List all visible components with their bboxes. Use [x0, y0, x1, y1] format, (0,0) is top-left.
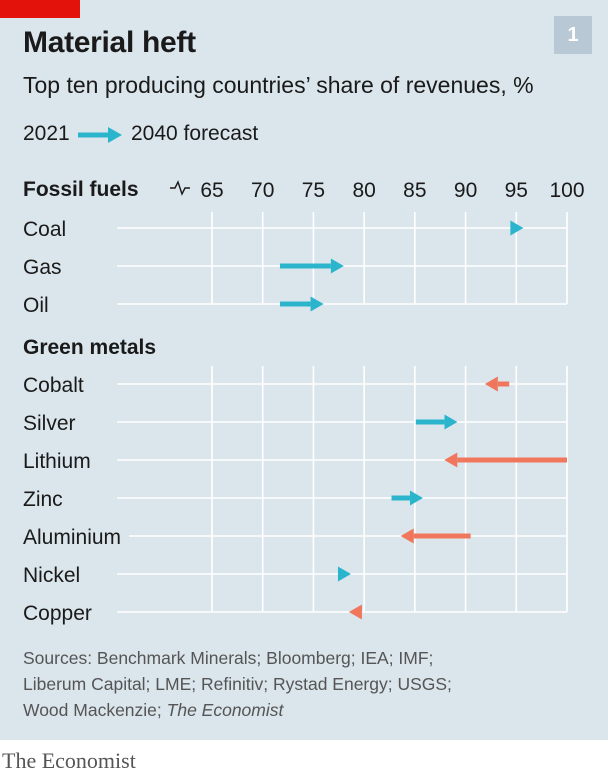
- chart-panel: [0, 0, 608, 740]
- row-label: Silver: [23, 412, 76, 435]
- arrow-head: [337, 566, 351, 582]
- arrow-head: [510, 220, 524, 236]
- arrow-head: [348, 604, 362, 620]
- axis-break-icon: [170, 180, 190, 196]
- arrow-head: [484, 376, 498, 392]
- chart-number-badge: 1: [554, 16, 592, 54]
- group-heading: Fossil fuels: [23, 178, 139, 201]
- x-tick-label: 75: [302, 179, 325, 202]
- chart-title: Material heft: [23, 26, 196, 59]
- legend-start-label: 2021: [23, 122, 70, 145]
- row-label: Nickel: [23, 564, 80, 587]
- row-label: Gas: [23, 256, 62, 279]
- chart-subtitle: Top ten producing countries’ share of re…: [23, 72, 534, 98]
- row-label: Lithium: [23, 450, 91, 473]
- x-tick-label: 95: [505, 179, 528, 202]
- sources-line-3-text: Wood Mackenzie;: [23, 700, 167, 720]
- sources-note: Sources: Benchmark Minerals; Bloomberg; …: [23, 645, 583, 723]
- row-label: Oil: [23, 294, 49, 317]
- arrow-head: [409, 490, 423, 506]
- x-tick-label: 70: [251, 179, 274, 202]
- group-heading: Green metals: [23, 336, 156, 359]
- arrow-chart: 65 70 75 80 85 90 95 100 Fossil fuels Coal Gas Oil G…: [23, 178, 585, 625]
- row-label: Copper: [23, 602, 92, 625]
- x-tick-label: 90: [454, 179, 477, 202]
- arrow-head: [400, 528, 414, 544]
- arrow-head: [444, 452, 458, 468]
- x-tick-label: 85: [403, 179, 426, 202]
- arrow-head: [444, 414, 458, 430]
- legend-arrow-icon: [78, 127, 122, 143]
- arrow-head: [310, 296, 324, 312]
- row-label: Coal: [23, 218, 66, 241]
- sources-publication: The Economist: [166, 700, 284, 720]
- x-tick-label: 100: [549, 179, 584, 202]
- sources-line-3: Wood Mackenzie; The Economist: [23, 697, 583, 723]
- arrow-head: [330, 258, 344, 274]
- legend-end-label: 2040 forecast: [131, 122, 259, 145]
- economist-footer-logo: The Economist: [2, 748, 136, 773]
- row-label: Zinc: [23, 488, 63, 511]
- x-tick-label: 65: [200, 179, 223, 202]
- brand-red-bar: [0, 0, 80, 18]
- sources-line-1: Sources: Benchmark Minerals; Bloomberg; …: [23, 648, 434, 668]
- x-tick-label: 80: [352, 179, 375, 202]
- sources-line-2: Liberum Capital; LME; Refinitiv; Rystad …: [23, 674, 452, 694]
- row-label: Aluminium: [23, 526, 121, 549]
- row-label: Cobalt: [23, 374, 84, 397]
